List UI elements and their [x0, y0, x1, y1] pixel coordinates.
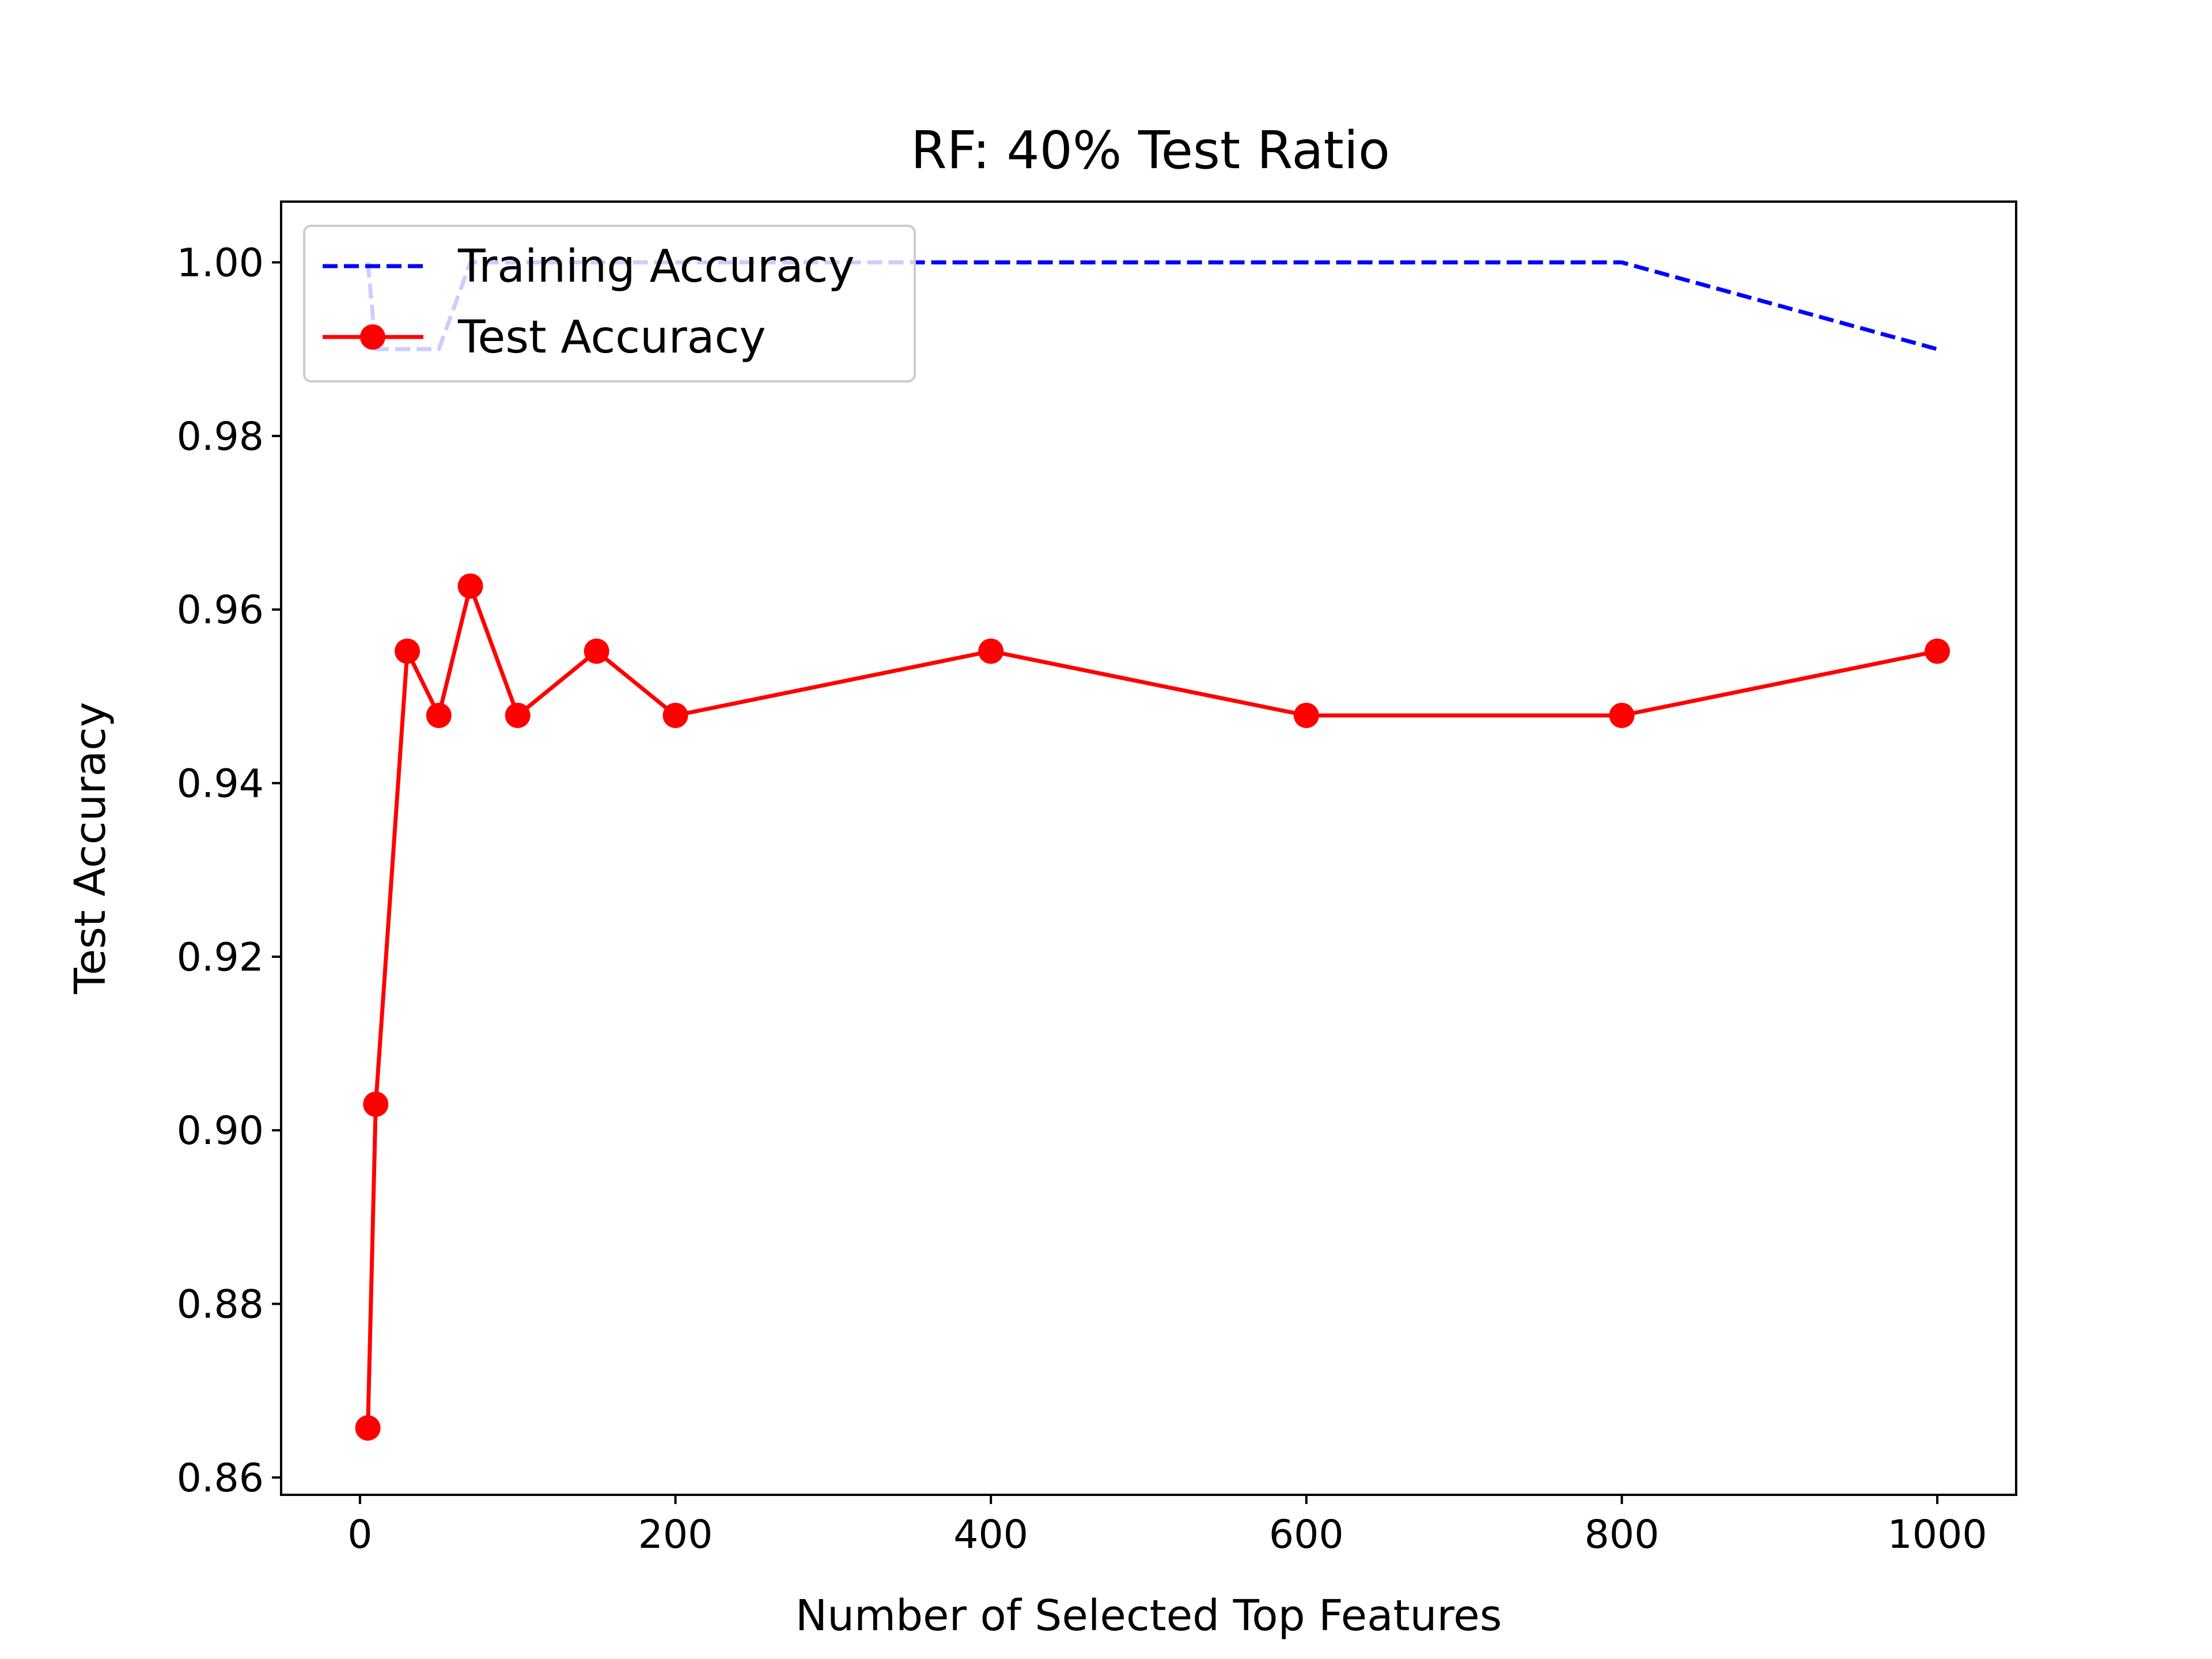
y-tick-label: 0.98: [177, 414, 264, 460]
legend-test-accuracy-label: Test Accuracy: [457, 312, 766, 363]
y-tick-label: 1.00: [177, 240, 264, 286]
test-accuracy-point: [395, 638, 421, 664]
x-tick-label: 0: [347, 1512, 372, 1558]
x-axis-label: Number of Selected Top Features: [796, 1591, 1502, 1641]
y-tick-label: 0.92: [177, 935, 264, 980]
test-accuracy-point: [426, 702, 452, 728]
test-accuracy-point: [584, 638, 609, 664]
test-accuracy-point: [355, 1415, 381, 1441]
y-tick-label: 0.90: [177, 1108, 264, 1154]
legend-training-accuracy-label: Training Accuracy: [457, 241, 855, 293]
y-axis-label: Test Accuracy: [66, 702, 115, 994]
x-axis: 0 200 400 600 800 1000: [347, 1495, 1987, 1558]
legend-test-accuracy-marker: [360, 324, 385, 350]
y-tick-label: 0.86: [177, 1456, 264, 1501]
test-accuracy-point: [1609, 702, 1635, 728]
plot-frame: [280, 200, 2017, 1496]
test-accuracy-line: [366, 584, 1938, 1429]
x-tick-label: 600: [1269, 1512, 1344, 1558]
test-accuracy-point: [1293, 702, 1319, 728]
x-tick-label: 1000: [1888, 1512, 1987, 1558]
test-accuracy-point: [505, 702, 531, 728]
legend: Training Accuracy Test Accuracy: [303, 225, 916, 382]
y-tick-label: 0.96: [177, 588, 264, 633]
test-accuracy-point: [978, 638, 1004, 664]
test-accuracy-point: [363, 1091, 389, 1117]
x-tick-label: 800: [1585, 1512, 1660, 1558]
test-accuracy-point: [662, 702, 688, 728]
y-tick-label: 0.94: [177, 761, 264, 806]
x-tick-label: 400: [953, 1512, 1028, 1558]
legend-box: [303, 225, 916, 382]
test-accuracy-point: [457, 573, 483, 599]
test-accuracy-series: [355, 573, 1950, 1441]
chart-title: RF: 40% Test Ratio: [911, 120, 1390, 181]
y-axis: 0.86 0.88 0.90 0.92 0.94 0.96 0.98 1.00: [177, 240, 281, 1501]
y-tick-label: 0.88: [177, 1282, 264, 1328]
x-tick-label: 200: [638, 1512, 713, 1558]
test-accuracy-point: [1925, 638, 1950, 664]
